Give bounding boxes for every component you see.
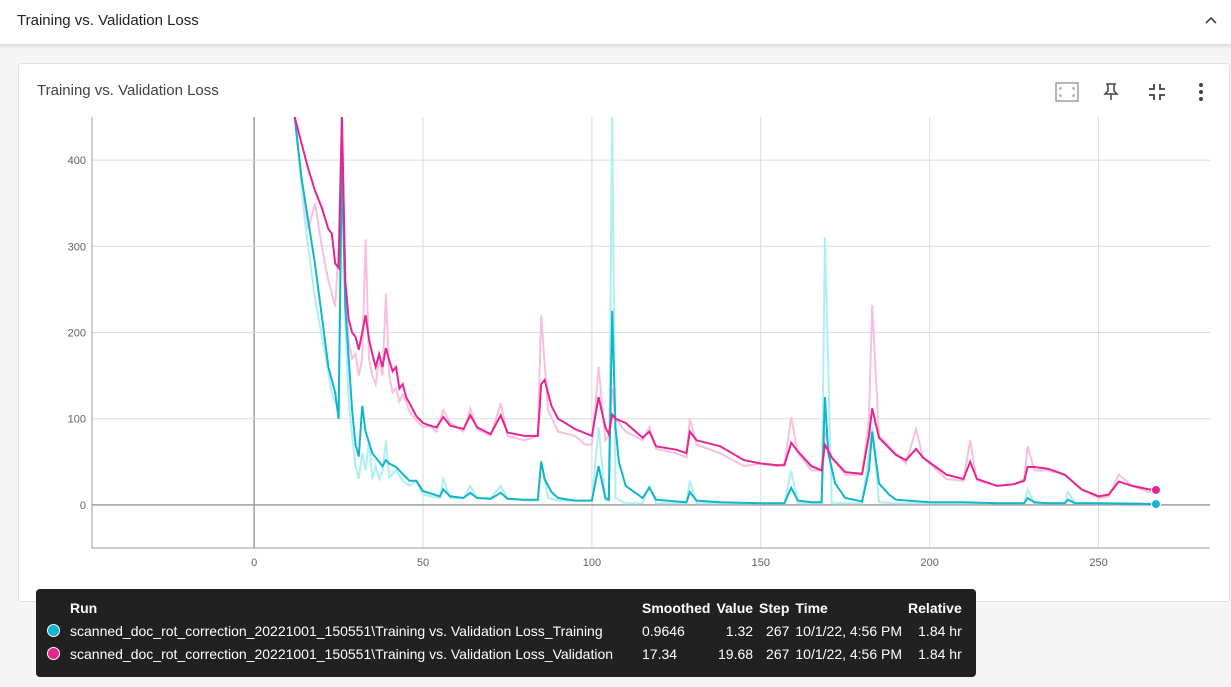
exit-fullscreen-icon: [1149, 84, 1165, 100]
row-smoothed: 0.9646: [642, 622, 685, 639]
tooltip-header-row: Run Smoothed Value Step Time Relative: [44, 597, 965, 619]
chevron-up-icon: [1205, 16, 1217, 24]
header-time: Time: [795, 600, 828, 616]
header-smoothed: Smoothed: [642, 600, 711, 616]
training-raw-line: [293, 117, 1157, 505]
x-tick-label: 200: [920, 557, 938, 569]
chart-title: Training vs. Validation Loss: [37, 82, 219, 99]
x-tick-label: 250: [1089, 557, 1107, 569]
x-tick-label: 50: [417, 557, 429, 569]
row-run: scanned_doc_rot_correction_20221001_1505…: [70, 645, 614, 662]
row-run: scanned_doc_rot_correction_20221001_1505…: [70, 622, 603, 639]
training-smoothed-line: [293, 117, 1157, 506]
validation-raw-line: [293, 117, 1157, 500]
training-end-marker: [1150, 499, 1161, 510]
row-time: 10/1/22, 4:56 PM: [795, 645, 903, 662]
row-step: 267: [766, 645, 790, 662]
section-title: Training vs. Validation Loss: [17, 12, 199, 29]
row-relative: 1.84 hr: [918, 622, 962, 639]
tooltip-row-training: scanned_doc_rot_correction_20221001_1505…: [44, 619, 965, 642]
row-value: 19.68: [718, 645, 754, 662]
more-vert-icon: [1199, 83, 1203, 101]
fit-to-data-button[interactable]: [1053, 78, 1081, 106]
more-options-button[interactable]: [1187, 78, 1215, 106]
validation-end-marker: [1150, 484, 1161, 495]
fit-to-data-icon: [1055, 82, 1079, 102]
section-header: Training vs. Validation Loss: [0, 0, 1231, 45]
header-relative: Relative: [908, 600, 962, 616]
x-tick-label: 0: [251, 557, 257, 569]
validation-color-swatch: [47, 646, 60, 660]
tooltip-row-validation: scanned_doc_rot_correction_20221001_1505…: [44, 642, 965, 665]
row-smoothed: 17.34: [642, 645, 678, 662]
x-tick-label: 100: [583, 557, 601, 569]
collapse-section-button[interactable]: [1199, 9, 1223, 33]
header-value: Value: [716, 600, 754, 616]
y-tick-label: 300: [68, 241, 86, 253]
row-relative: 1.84 hr: [918, 645, 962, 662]
y-tick-label: 100: [68, 414, 86, 426]
exit-fullscreen-button[interactable]: [1143, 78, 1171, 106]
pin-icon: [1103, 83, 1119, 100]
row-step: 267: [766, 622, 790, 639]
y-tick-label: 0: [80, 500, 86, 512]
tooltip-table: Run Smoothed Value Step Time Relative sc…: [44, 597, 965, 665]
header-run: Run: [70, 600, 98, 616]
x-tick-label: 150: [752, 557, 770, 569]
series-tooltip: Run Smoothed Value Step Time Relative sc…: [36, 589, 976, 677]
y-tick-label: 400: [68, 155, 86, 167]
training-color-swatch: [47, 623, 60, 637]
row-time: 10/1/22, 4:56 PM: [795, 622, 903, 639]
y-tick-label: 200: [68, 328, 86, 340]
header-step: Step: [759, 600, 790, 616]
pin-button[interactable]: [1097, 78, 1125, 106]
line-chart[interactable]: 0 50 100 150 200 250 0 100 200 300 400: [0, 0, 1231, 600]
row-value: 1.32: [725, 622, 754, 639]
validation-smoothed-line: [293, 117, 1157, 498]
